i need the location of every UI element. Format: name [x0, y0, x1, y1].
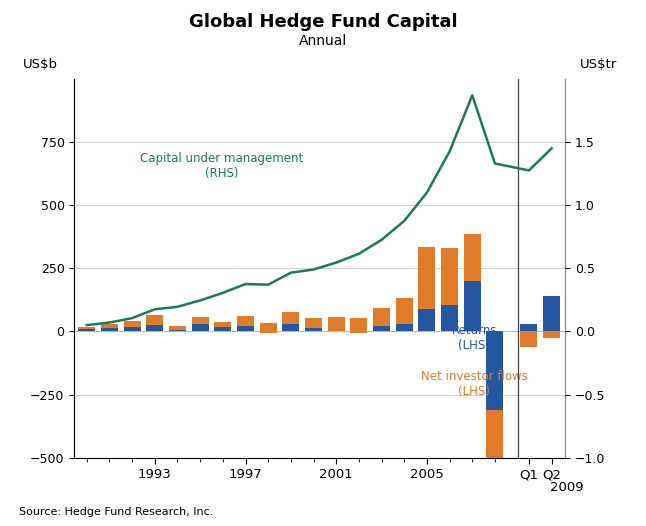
Bar [282, 325, 299, 331]
Bar [521, 324, 537, 331]
Bar [146, 325, 163, 331]
Text: Capital under management
(RHS): Capital under management (RHS) [140, 152, 303, 180]
Text: Annual: Annual [299, 34, 347, 48]
Text: Source: Hedge Fund Research, Inc.: Source: Hedge Fund Research, Inc. [19, 507, 214, 517]
Bar [441, 248, 458, 305]
Text: Returns
(LHS): Returns (LHS) [452, 325, 497, 352]
Bar [373, 308, 390, 326]
Bar [305, 328, 322, 331]
Bar [464, 281, 481, 331]
Bar [521, 331, 537, 347]
Text: 2009: 2009 [550, 481, 583, 494]
Text: US$tr: US$tr [579, 58, 617, 72]
Text: Global Hedge Fund Capital: Global Hedge Fund Capital [189, 13, 457, 31]
Bar [328, 318, 345, 331]
Bar [146, 316, 163, 325]
Bar [237, 326, 254, 331]
Bar [396, 298, 413, 325]
Bar [101, 328, 118, 331]
Bar [486, 410, 503, 522]
Bar [543, 331, 560, 338]
Bar [543, 296, 560, 331]
Bar [350, 331, 368, 332]
Bar [237, 316, 254, 326]
Bar [192, 317, 209, 325]
Bar [78, 329, 95, 331]
Bar [305, 318, 322, 328]
Bar [373, 326, 390, 331]
Bar [486, 331, 503, 410]
Bar [260, 331, 276, 332]
Bar [441, 305, 458, 331]
Bar [123, 327, 141, 331]
Bar [214, 322, 231, 327]
Bar [78, 327, 95, 329]
Bar [350, 318, 368, 332]
Bar [419, 309, 435, 331]
Bar [192, 325, 209, 331]
Bar [101, 324, 118, 328]
Bar [169, 326, 186, 330]
Bar [396, 325, 413, 331]
Bar [169, 330, 186, 331]
Bar [419, 247, 435, 309]
Text: Net investor flows
(LHS): Net investor flows (LHS) [421, 370, 528, 398]
Bar [282, 312, 299, 325]
Text: US$b: US$b [23, 58, 57, 72]
Bar [123, 321, 141, 327]
Bar [260, 323, 276, 332]
Bar [214, 327, 231, 331]
Bar [464, 234, 481, 281]
